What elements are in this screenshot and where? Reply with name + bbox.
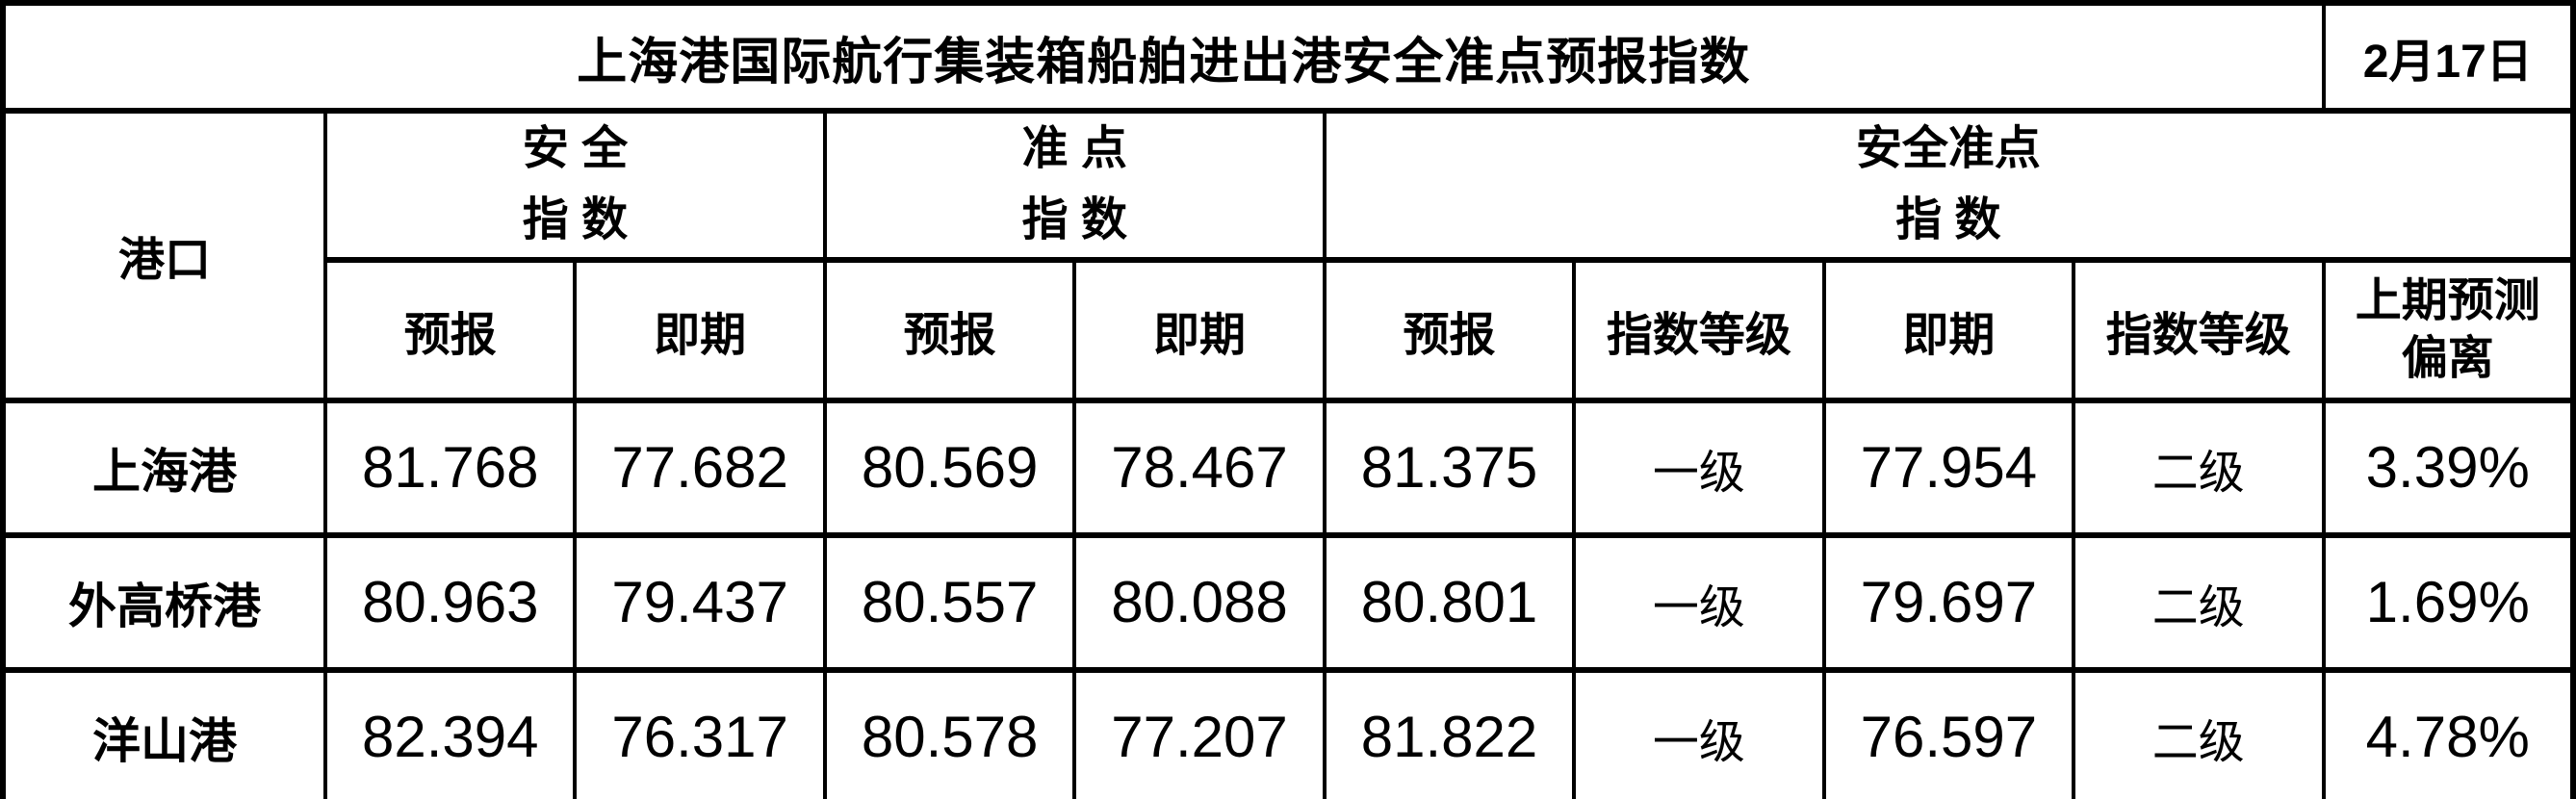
port-name: 洋山港 [1,666,327,799]
value-cell: 81.768 [322,397,578,538]
port-name: 上海港 [1,397,327,538]
grade-cell: 二级 [2072,666,2326,799]
value-cell: 82.394 [322,666,578,799]
value-cell: 78.467 [1072,397,1327,538]
value-cell: 81.375 [1322,397,1577,538]
group-header-safety-punctuality-index: 安全准点 指 数 [1322,108,2576,263]
value-cell: 77.954 [1821,397,2076,538]
value-cell: 80.557 [822,531,1077,673]
deviation-cell: 4.78% [2321,666,2575,799]
sub-header-sp-forecast: 预报 [1322,256,1577,403]
sub-header-punctuality-forecast: 预报 [822,256,1077,403]
table-row-waigaoqiao: 外高桥港 80.963 79.437 80.557 80.088 80.801 … [1,531,2575,673]
report-date: 2月17日 [2321,0,2575,114]
value-cell: 80.569 [822,397,1077,538]
value-cell: 77.682 [573,397,827,538]
table-row-yangshan: 洋山港 82.394 76.317 80.578 77.207 81.822 一… [1,666,2575,799]
sub-header-sp-current-grade: 指数等级 [2072,256,2326,403]
value-cell: 76.597 [1821,666,2076,799]
table-row-shanghai: 上海港 81.768 77.682 80.569 78.467 81.375 一… [1,397,2575,538]
group-header-row: 港口 安 全 指 数 准 点 指 数 安全准点 指 数 [1,108,2576,403]
group-header-punctuality-index: 准 点 指 数 [822,108,1327,263]
value-cell: 80.963 [322,531,578,673]
grade-cell: 一级 [1572,531,1826,673]
grade-cell: 一级 [1572,397,1826,538]
grade-cell: 一级 [1572,666,1826,799]
page-title: 上海港国际航行集装箱船舶进出港安全准点预报指数 [1,0,2326,114]
sub-header-row: 预报 即期 预报 即期 预报 指数等级 即期 指数等级 上期预测 偏离 [3,256,2575,403]
sub-header-sp-current: 即期 [1821,256,2076,403]
title-row: 上海港国际航行集装箱船舶进出港安全准点预报指数 2月17日 [1,0,2575,114]
sub-header-sp-forecast-grade: 指数等级 [1572,256,1826,403]
port-name: 外高桥港 [1,531,327,673]
value-cell: 77.207 [1072,666,1327,799]
value-cell: 79.437 [573,531,827,673]
col-header-port: 港口 [1,108,327,403]
value-cell: 80.801 [1322,531,1577,673]
sub-header-safety-forecast: 预报 [322,256,578,403]
sub-header-safety-current: 即期 [573,256,827,403]
sub-header-punctuality-current: 即期 [1072,256,1327,403]
group-header-safety-index: 安 全 指 数 [323,108,827,263]
value-cell: 81.822 [1322,666,1577,799]
value-cell: 76.317 [573,666,827,799]
sub-header-previous-forecast-deviation: 上期预测 偏离 [2321,256,2575,403]
deviation-cell: 1.69% [2321,531,2575,673]
grade-cell: 二级 [2072,531,2326,673]
value-cell: 80.088 [1072,531,1327,673]
grade-cell: 二级 [2072,397,2326,538]
value-cell: 80.578 [822,666,1077,799]
value-cell: 79.697 [1821,531,2076,673]
deviation-cell: 3.39% [2321,397,2575,538]
